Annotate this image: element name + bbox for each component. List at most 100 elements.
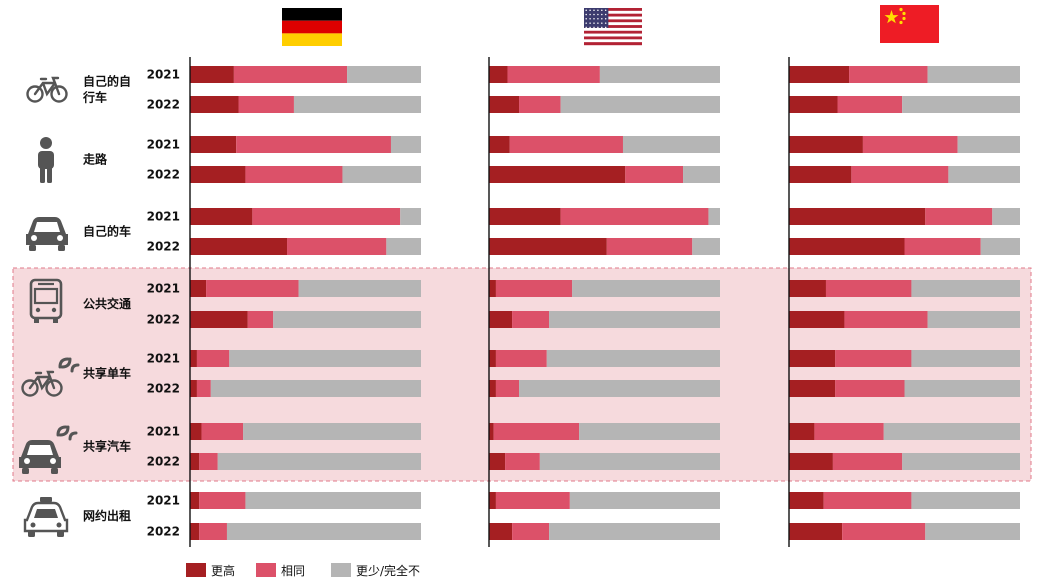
bar-segment [835,350,912,367]
bar-segment [190,423,202,440]
bar-segment [247,311,274,328]
bar-segment [789,380,836,397]
bar-segment [606,238,693,255]
bar-segment [489,280,496,297]
bar-segment [844,311,928,328]
bar-segment [832,453,903,470]
year-label: 2022 [147,98,180,112]
bar-segment [190,280,207,297]
bar-segment [507,66,600,83]
bar-segment [862,136,958,153]
legend-swatch [331,563,351,577]
bars-layer [190,66,1020,540]
bar-segment [560,208,709,225]
year-label: 2022 [147,455,180,469]
bar-segment [980,238,1020,255]
icons-layer [19,76,80,537]
bar-segment [837,96,903,113]
bar-segment [390,136,421,153]
bar-segment [229,350,421,367]
bar-segment [789,96,838,113]
bar-segment [789,311,845,328]
bar-segment [226,523,421,540]
bar-segment [190,96,239,113]
bar-segment [902,96,1020,113]
bar-segment [569,492,720,509]
bar-segment [386,238,421,255]
legend-item: 更少/完全不 [331,563,420,578]
bar-segment [814,423,884,440]
bar-segment [911,280,1020,297]
bar-segment [789,453,833,470]
bar-segment [512,311,550,328]
bar-segment [489,523,513,540]
bar-segment [190,136,237,153]
bar-segment [400,208,421,225]
mode-label: 网约出租 [83,508,131,523]
bar-segment [509,136,623,153]
bar-segment [489,238,607,255]
bar-segment [199,523,227,540]
china-flag-icon [880,5,939,43]
bar-segment [519,380,720,397]
axes-layer [189,57,790,547]
legend-label: 更高 [211,563,235,578]
bicycle-icon [26,76,68,103]
bar-segment [298,280,421,297]
bar-segment [190,492,200,509]
bar-segment [293,96,421,113]
bar-segment [236,136,391,153]
bar-segment [489,423,494,440]
bus-icon [29,278,63,323]
bar-segment [233,66,348,83]
year-label: 2022 [147,168,180,182]
bar-segment [489,311,513,328]
bar-segment [927,311,1020,328]
shared-bicycle-icon [21,357,80,397]
bar-segment [911,492,1020,509]
bar-segment [789,423,815,440]
bar-segment [489,166,626,183]
bar-segment [201,423,244,440]
bar-segment [245,166,343,183]
bar-segment [789,238,905,255]
bar-segment [789,136,863,153]
bar-segment [190,350,197,367]
bar-segment [579,423,720,440]
year-label: 2021 [147,352,180,366]
year-label: 2022 [147,240,180,254]
bar-segment [904,380,1020,397]
legend-item: 相同 [256,563,305,578]
bar-segment [925,523,1020,540]
legend-label: 更少/完全不 [356,563,420,578]
bar-segment [489,66,508,83]
bar-segment [489,492,496,509]
bar-segment [190,311,248,328]
mode-label: 共享汽车 [83,439,131,454]
bar-segment [495,350,547,367]
bar-segment [495,492,570,509]
bar-segment [789,66,850,83]
bar-segment [489,380,496,397]
bar-segment [342,166,421,183]
mode-label: 共享单车 [83,366,131,381]
bar-segment [519,96,561,113]
legend-swatch [186,563,206,577]
bar-segment [708,208,720,225]
bar-segment [347,66,421,83]
year-label: 2021 [147,210,180,224]
bar-segment [549,523,720,540]
bar-segment [190,453,200,470]
bar-segment [957,136,1020,153]
bar-segment [927,66,1020,83]
bar-segment [692,238,720,255]
bar-segment [835,380,905,397]
year-label: 2022 [147,382,180,396]
bar-segment [206,280,299,297]
bar-segment [210,380,421,397]
bar-segment [599,66,720,83]
bar-segment [287,238,387,255]
legend-item: 更高 [186,563,235,578]
mode-label: 自己的自 [83,74,131,89]
taxi-icon [23,497,69,537]
